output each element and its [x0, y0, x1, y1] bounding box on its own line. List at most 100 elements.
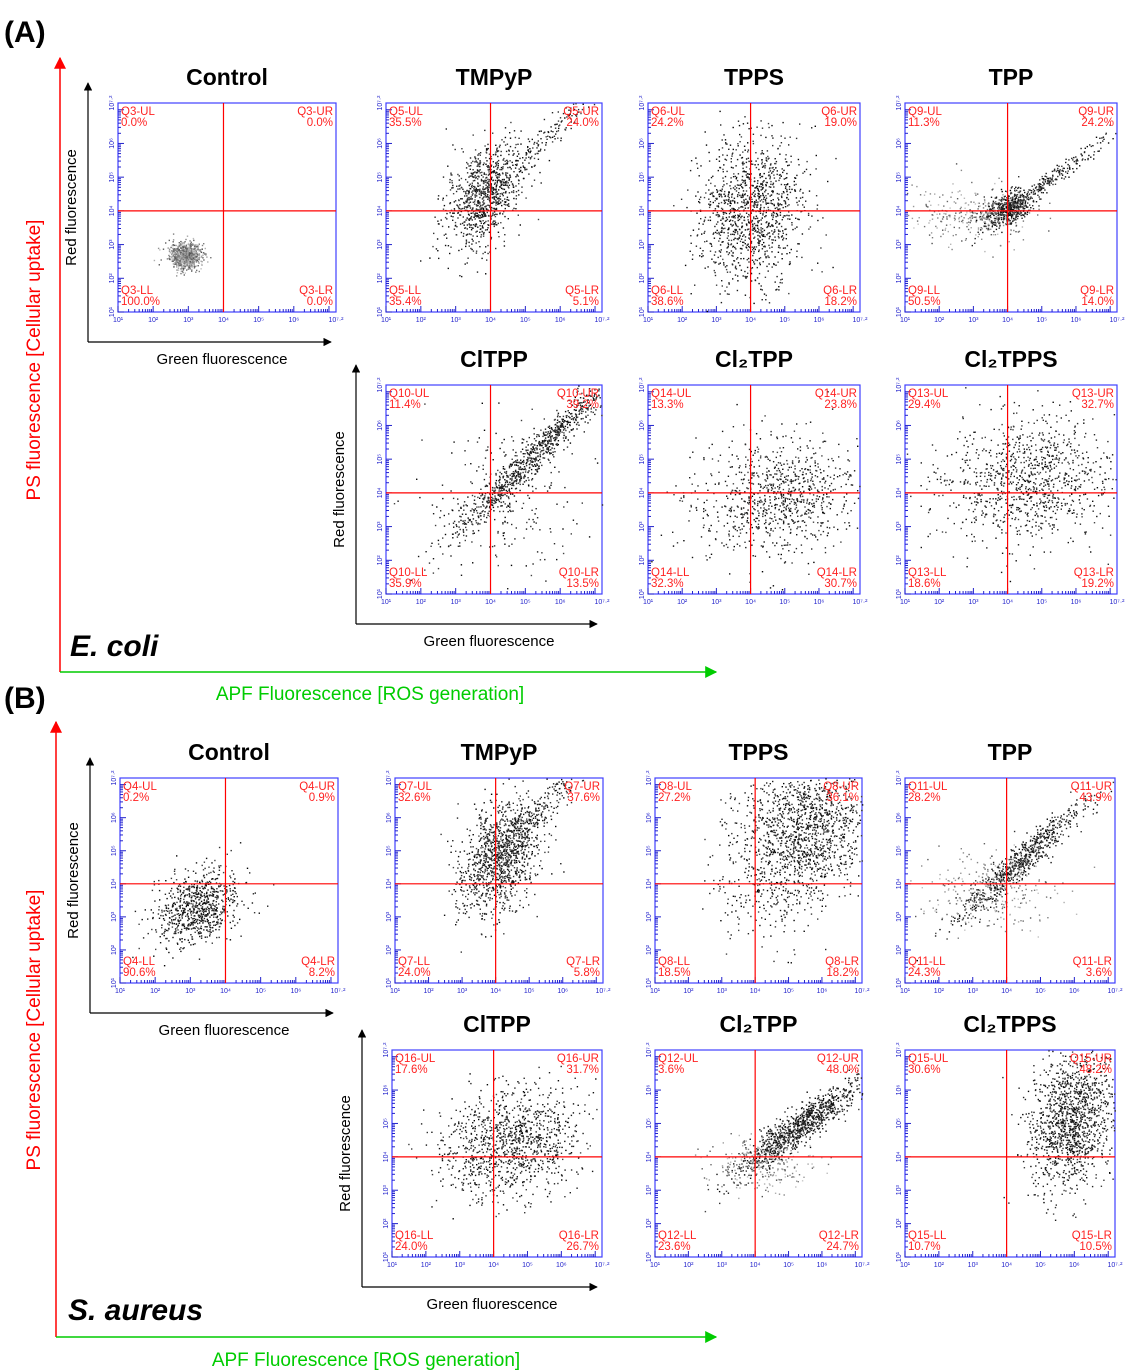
- quadrant-ll-name: Q5-LL: [389, 285, 422, 297]
- x-tick-label: 10⁷·²: [855, 988, 871, 995]
- y-tick-label: 10⁶: [386, 812, 393, 823]
- plot-frame: [385, 102, 603, 313]
- quadrant-ul-name: Q3-UL: [121, 106, 155, 118]
- quadrant-ll-name: Q15-LL: [908, 1230, 947, 1242]
- y-tick-label: 10⁶: [111, 812, 118, 823]
- y-tick-label: 10²: [896, 944, 903, 955]
- panel-b-x-label: APF Fluorescence [ROS generation]: [212, 1350, 520, 1371]
- x-tick-label: 10³: [455, 1262, 466, 1269]
- x-axis-title: Green fluorescence: [157, 351, 288, 368]
- x-tick-label: 10⁴: [490, 988, 501, 995]
- y-tick-label: 10²: [896, 555, 903, 566]
- x-tick-label: 10³: [968, 988, 979, 995]
- y-tick-label: 10²: [111, 944, 118, 955]
- panel-a-organism: E. coli: [70, 630, 159, 663]
- x-tick-label: 10¹: [381, 599, 392, 606]
- y-axis-title: Red fluorescence: [337, 1095, 354, 1212]
- y-tick-label: 10⁵: [646, 1118, 653, 1129]
- quadrant-ll-name: Q6-LL: [651, 285, 684, 297]
- x-tick-label: 10³: [711, 317, 722, 324]
- quadrant-ur-value: 0.0%: [307, 117, 333, 129]
- quadrant-ul-name: Q16-UL: [395, 1053, 436, 1065]
- scatter-points: [906, 387, 1117, 583]
- quadrant-ur-name: Q7-UR: [564, 781, 600, 793]
- y-tick-label: 10¹: [896, 1251, 903, 1262]
- y-tick-label: 10³: [386, 911, 393, 922]
- x-tick-label: 10⁷·²: [596, 988, 612, 995]
- x-tick-label: 10²: [934, 599, 945, 606]
- y-tick-label: 10²: [109, 273, 116, 284]
- x-tick-label: 10⁴: [745, 317, 756, 324]
- quadrant-lr-value: 18.2%: [826, 967, 859, 979]
- quadrant-lr-value: 8.2%: [309, 967, 335, 979]
- x-tick-label: 10³: [451, 599, 462, 606]
- quadrant-lr-value: 13.5%: [566, 578, 599, 590]
- scatter-points: [132, 842, 275, 967]
- y-tick-label: 10⁶: [377, 138, 384, 149]
- quadrant-ul-value: 27.2%: [658, 792, 691, 804]
- y-tick-label: 10⁷·²: [646, 1042, 653, 1058]
- x-tick-label: 10²: [677, 317, 688, 324]
- quadrant-ll-value: 38.6%: [651, 296, 684, 308]
- scatter-points: [651, 391, 861, 591]
- x-tick-label: 10⁵: [1035, 988, 1046, 995]
- quadrant-ur-value: 19.0%: [824, 117, 857, 129]
- scatter-points: [1002, 1050, 1116, 1221]
- y-tick-label: 10⁶: [896, 1085, 903, 1096]
- quadrant-lr-name: Q8-LR: [825, 956, 859, 968]
- scatter-points: [673, 110, 837, 313]
- quadrant-ul-name: Q10-UL: [389, 388, 430, 400]
- x-tick-label: 10⁶: [814, 317, 825, 324]
- quadrant-ll-name: Q12-LL: [658, 1230, 697, 1242]
- quadrant-ur-value: 32.7%: [1081, 399, 1114, 411]
- x-tick-label: 10⁵: [520, 317, 531, 324]
- quadrant-ll-value: 24.3%: [908, 967, 941, 979]
- scatter-points: [702, 778, 864, 964]
- x-tick-label: 10⁴: [218, 317, 229, 324]
- quadrant-ll-name: Q3-LL: [121, 285, 154, 297]
- quadrant-lr-value: 3.6%: [1086, 967, 1112, 979]
- x-tick-label: 10⁴: [485, 317, 496, 324]
- x-tick-label: 10¹: [643, 599, 654, 606]
- x-tick-label: 10³: [183, 317, 194, 324]
- plot-frame: [654, 777, 863, 984]
- quadrant-lr-name: Q16-LR: [559, 1230, 599, 1242]
- plot-title: Cl₂TPP: [715, 346, 793, 372]
- x-tick-label: 10⁷·²: [1108, 988, 1124, 995]
- y-tick-label: 10⁵: [639, 172, 646, 183]
- x-tick-label: 10¹: [650, 1262, 661, 1269]
- y-tick-label: 10⁷·²: [383, 1042, 390, 1058]
- plot-frame: [647, 384, 861, 595]
- quadrant-lr-value: 30.7%: [824, 578, 857, 590]
- quadrant-ur-value: 24.0%: [566, 117, 599, 129]
- quadrant-lr-name: Q10-LR: [559, 567, 599, 579]
- x-tick-label: 10¹: [390, 988, 401, 995]
- quadrant-lr-name: Q6-LR: [823, 285, 857, 297]
- x-tick-label: 10⁵: [520, 599, 531, 606]
- y-tick-label: 10²: [896, 1218, 903, 1229]
- quadrant-lr-value: 14.0%: [1081, 296, 1114, 308]
- y-tick-label: 10⁵: [639, 454, 646, 465]
- quadrant-ur-value: 24.2%: [1081, 117, 1114, 129]
- y-tick-label: 10⁴: [639, 487, 646, 498]
- x-tick-label: 10⁴: [750, 1262, 761, 1269]
- quadrant-ll-name: Q4-LL: [123, 956, 156, 968]
- y-tick-label: 10⁵: [111, 845, 118, 856]
- x-tick-label: 10³: [717, 1262, 728, 1269]
- quadrant-lr-name: Q13-LR: [1074, 567, 1114, 579]
- x-tick-label: 10⁴: [1002, 599, 1013, 606]
- quadrant-lr-name: Q14-LR: [817, 567, 857, 579]
- quadrant-ul-value: 13.3%: [651, 399, 684, 411]
- x-tick-label: 10⁷·²: [855, 1262, 871, 1269]
- y-tick-label: 10¹: [109, 306, 116, 317]
- y-tick-label: 10⁵: [386, 845, 393, 856]
- y-tick-label: 10⁴: [896, 487, 903, 498]
- plot-frame: [385, 384, 603, 595]
- quadrant-ul-value: 11.3%: [908, 117, 940, 129]
- quadrant-ul-value: 32.6%: [398, 792, 431, 804]
- x-tick-label: 10²: [148, 317, 159, 324]
